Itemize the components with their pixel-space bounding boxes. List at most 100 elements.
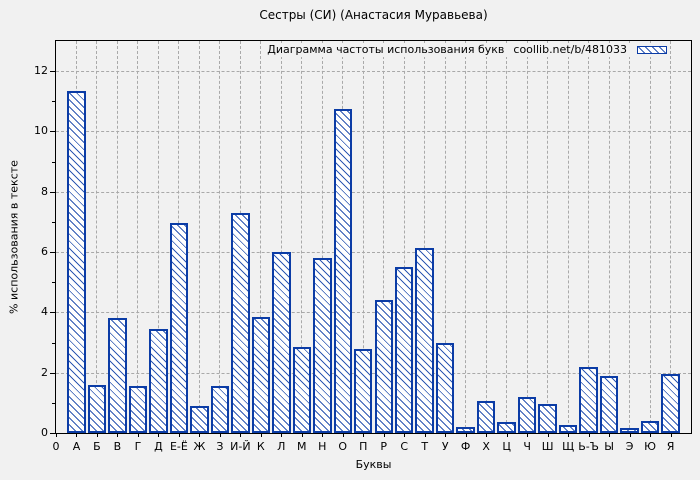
x-tick: [158, 434, 160, 437]
legend-hatch-swatch-icon: [637, 46, 667, 54]
x-tick-label: Ж: [193, 440, 206, 453]
x-tick: [281, 434, 283, 437]
x-tick-label: В: [113, 440, 122, 453]
x-tick-label: Л: [277, 440, 286, 453]
x-tick: [96, 434, 98, 437]
x-tick-label: Т: [421, 440, 429, 453]
gridline-vertical: [219, 41, 221, 433]
y-tick-label: 6: [41, 245, 48, 259]
y-tick-label: 12: [34, 64, 48, 78]
y-minor-tick: [52, 342, 55, 344]
chart-title: Сестры (СИ) (Анастасия Муравьева): [259, 8, 488, 22]
x-tick: [76, 434, 78, 437]
bar-Ш: [538, 404, 557, 433]
x-tick-label: Ч: [523, 440, 531, 453]
bar-Г: [128, 386, 148, 433]
gridline-vertical: [670, 41, 672, 433]
bar-Ь-Ъ: [579, 367, 598, 433]
x-tick: [301, 434, 303, 437]
x-tick: [650, 434, 652, 437]
x-tick-label: С: [400, 440, 409, 453]
x-tick: [117, 434, 119, 437]
y-tick: [50, 372, 55, 374]
gridline-vertical: [301, 41, 303, 433]
bar-Ф: [456, 427, 475, 433]
x-tick-label: Я: [666, 440, 675, 453]
y-minor-tick: [52, 402, 55, 404]
gridline-vertical: [403, 41, 405, 433]
gridline-vertical: [424, 41, 426, 433]
gridline-vertical: [608, 41, 610, 433]
x-tick-label: З: [216, 440, 224, 453]
bar-Х: [476, 401, 496, 433]
x-tick-label: П: [359, 440, 368, 453]
y-tick-label: 10: [34, 124, 48, 138]
x-tick: [178, 434, 180, 437]
x-tick-label: Н: [318, 440, 327, 453]
gridline-vertical: [260, 41, 262, 433]
y-tick: [50, 131, 55, 133]
y-tick-label: 2: [41, 365, 48, 379]
bar-С: [394, 267, 414, 433]
x-tick-label: Х: [482, 440, 490, 453]
bar-Н: [313, 258, 332, 433]
bar-И-Й: [231, 213, 250, 433]
y-axis-label: % использования в тексте: [7, 160, 21, 314]
x-tick: [629, 434, 631, 437]
x-tick-label: Ь-Ъ: [578, 440, 599, 453]
x-tick: [363, 434, 365, 437]
bar-Ю: [640, 421, 660, 433]
x-tick-label: Г: [134, 440, 142, 453]
gridline-horizontal: [56, 312, 691, 314]
gridline-vertical: [157, 41, 159, 433]
x-tick: [547, 434, 549, 437]
gridline-horizontal: [56, 131, 691, 133]
bar-Е-Ё: [169, 223, 189, 433]
bar-П: [354, 349, 373, 433]
bar-Ч: [517, 397, 537, 433]
gridline-vertical: [567, 41, 569, 433]
x-tick-label: Ш: [541, 440, 554, 453]
gridline-vertical: [465, 41, 467, 433]
gridline-vertical: [629, 41, 631, 433]
x-tick-label: 0: [52, 440, 60, 453]
x-tick: [383, 434, 385, 437]
x-tick: [137, 434, 139, 437]
x-tick: [56, 434, 57, 437]
x-tick-label: Б: [93, 440, 101, 453]
x-tick: [199, 434, 201, 437]
bar-М: [292, 347, 312, 433]
legend-source-link: coollib.net/b/481033: [513, 43, 627, 56]
bar-Я: [661, 374, 680, 433]
y-tick: [50, 71, 55, 73]
x-tick: [219, 434, 221, 437]
x-tick-label: И-Й: [230, 440, 251, 453]
x-tick-label: У: [441, 440, 449, 453]
bar-Б: [87, 385, 107, 433]
x-tick: [322, 434, 324, 437]
bar-А: [67, 91, 86, 433]
gridline-vertical: [547, 41, 549, 433]
gridline-vertical: [96, 41, 98, 433]
y-tick-label: 4: [41, 305, 48, 319]
gridline-vertical: [526, 41, 528, 433]
y-tick-label: 8: [41, 184, 48, 198]
x-tick-label: Ф: [460, 440, 471, 453]
gridline-horizontal: [56, 71, 691, 73]
x-tick-label: М: [297, 440, 307, 453]
gridline-vertical: [321, 41, 323, 433]
bar-Л: [272, 252, 291, 433]
x-tick-label: К: [256, 440, 265, 453]
x-tick-label: О: [338, 440, 348, 453]
y-tick-label: 0: [41, 426, 48, 439]
gridline-vertical: [116, 41, 118, 433]
x-tick: [465, 434, 467, 437]
y-minor-tick: [52, 161, 55, 163]
x-tick-label: Ы: [604, 440, 614, 453]
y-minor-tick: [52, 282, 55, 284]
bar-Э: [620, 428, 639, 433]
gridline-horizontal: [56, 252, 691, 254]
legend-label: Диаграмма частоты использования букв: [267, 43, 505, 56]
gridline-horizontal: [56, 372, 691, 374]
x-tick-label: Щ: [562, 440, 575, 453]
